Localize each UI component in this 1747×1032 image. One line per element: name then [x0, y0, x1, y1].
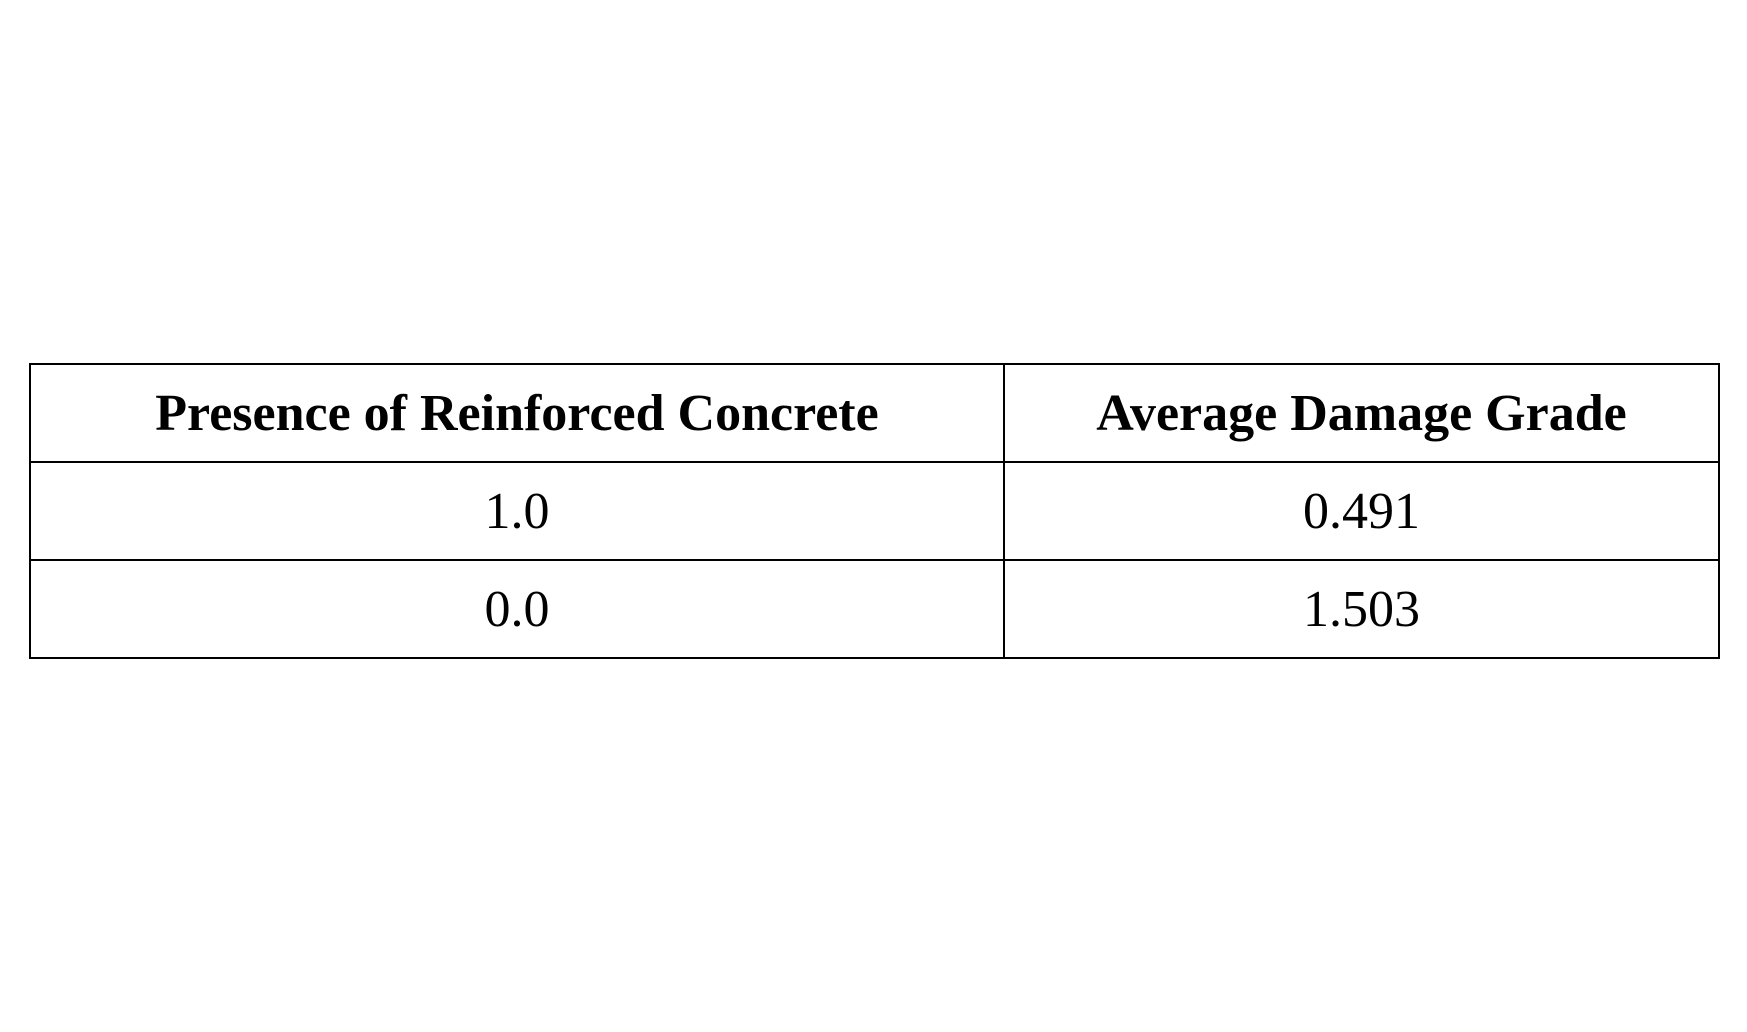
table-cell: 1.503: [1003, 559, 1720, 659]
table-row: 0.0 1.503: [29, 559, 1720, 659]
data-table: Presence of Reinforced Concrete Average …: [29, 363, 1720, 659]
data-table-container: Presence of Reinforced Concrete Average …: [29, 363, 1720, 659]
column-header-reinforced-concrete: Presence of Reinforced Concrete: [29, 363, 1005, 463]
table-cell: 1.0: [29, 461, 1005, 561]
column-header-average-damage-grade: Average Damage Grade: [1003, 363, 1720, 463]
table-header-row: Presence of Reinforced Concrete Average …: [29, 363, 1720, 463]
table-row: 1.0 0.491: [29, 461, 1720, 561]
table-cell: 0.0: [29, 559, 1005, 659]
table-cell: 0.491: [1003, 461, 1720, 561]
